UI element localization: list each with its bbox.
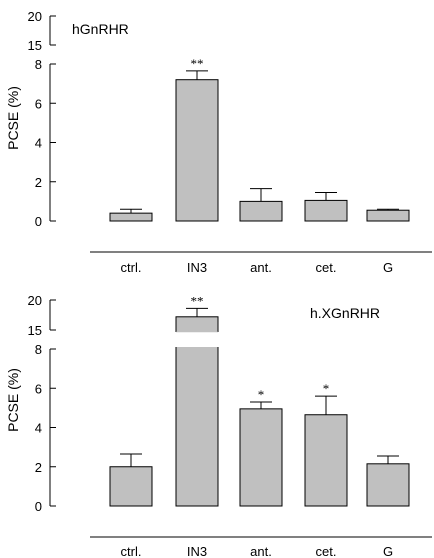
tick-label: 20 — [28, 293, 42, 308]
bars — [109, 79, 410, 222]
bar — [239, 200, 283, 222]
bar — [175, 316, 219, 507]
category-label: ctrl. — [121, 260, 142, 275]
panel-label: h.XGnRHR — [310, 305, 380, 321]
significance-labels: *** * — [191, 293, 330, 402]
tick-label: 8 — [35, 57, 42, 72]
category-labels: ctrl. IN3 ant. cet. G — [121, 260, 394, 275]
bar — [239, 408, 283, 507]
axis-break-gap — [175, 332, 219, 347]
bar — [304, 414, 348, 507]
y-axis-label: PCSE (%) — [5, 368, 21, 432]
error-bars — [120, 307, 399, 467]
bar — [109, 466, 153, 507]
category-label: ctrl. — [121, 544, 142, 558]
tick-label: 15 — [28, 323, 42, 338]
category-label: IN3 — [187, 260, 207, 275]
tick-label: 8 — [35, 342, 42, 357]
panel-label: hGnRHR — [72, 21, 129, 37]
tick-label: 0 — [35, 214, 42, 229]
significance-label: ** — [191, 56, 204, 71]
tick-label: 4 — [35, 136, 42, 151]
bar — [175, 79, 219, 222]
tick-label: 20 — [28, 9, 42, 24]
tick-label: 6 — [35, 96, 42, 111]
category-label: cet. — [316, 544, 337, 558]
category-label: ant. — [250, 544, 272, 558]
category-label: G — [383, 544, 393, 558]
tick-label: 15 — [28, 38, 42, 53]
error-bars — [120, 70, 399, 214]
category-label: IN3 — [187, 544, 207, 558]
bar — [366, 463, 410, 507]
category-label: cet. — [316, 260, 337, 275]
tick-label: 0 — [35, 499, 42, 514]
tick-label: 6 — [35, 381, 42, 396]
bar — [304, 199, 348, 222]
category-label: ant. — [250, 260, 272, 275]
significance-label: * — [323, 381, 330, 396]
bar — [109, 212, 153, 222]
significance-labels: ** — [191, 56, 204, 71]
lower-y-axis: 0 2 4 6 8 — [35, 57, 56, 229]
significance-label: * — [258, 387, 265, 402]
tick-label: 4 — [35, 421, 42, 436]
tick-label: 2 — [35, 175, 42, 190]
y-axis-label: PCSE (%) — [5, 86, 21, 150]
bars — [109, 316, 410, 507]
lower-y-axis: 0 2 4 6 8 — [35, 342, 56, 514]
tick-label: 2 — [35, 460, 42, 475]
significance-label: ** — [191, 293, 204, 308]
category-labels: ctrl. IN3 ant. cet. G — [121, 544, 394, 558]
category-label: G — [383, 260, 393, 275]
bar — [366, 209, 410, 222]
